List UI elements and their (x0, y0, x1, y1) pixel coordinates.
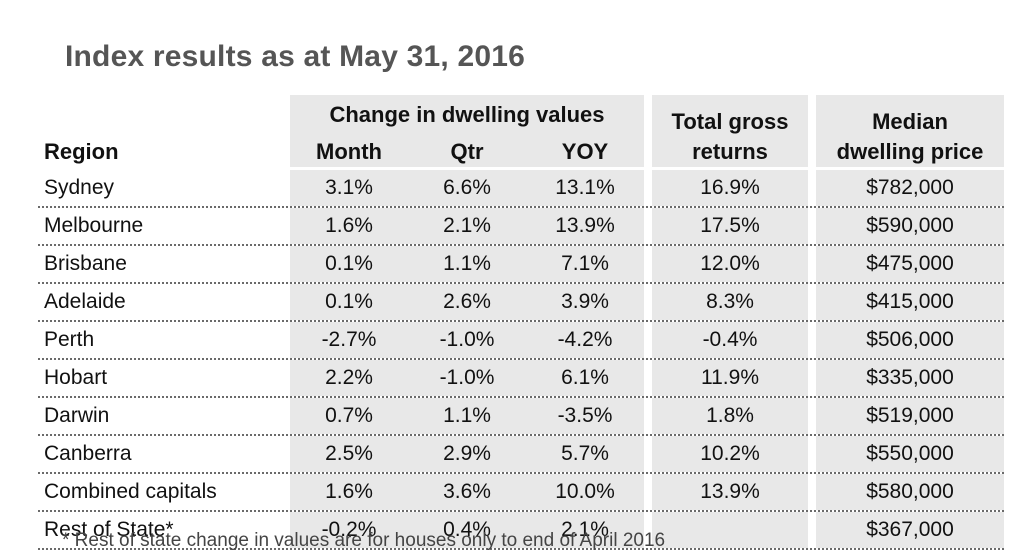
cell-month: 3.1% (290, 170, 408, 206)
header-bg-change (290, 95, 644, 167)
cell-qtr: 0.4% (408, 512, 526, 548)
cell-returns: 17.5% (652, 208, 808, 244)
cell-median: $335,000 (816, 360, 1004, 396)
table-row: Sydney 3.1% 6.6% 13.1% 16.9% $782,000 (38, 170, 1004, 208)
table-row: Combined capitals 1.6% 3.6% 10.0% 13.9% … (38, 474, 1004, 512)
header-bg-returns (652, 95, 808, 167)
cell-yoy: 5.7% (526, 436, 644, 472)
table-row: Hobart 2.2% -1.0% 6.1% 11.9% $335,000 (38, 360, 1004, 398)
header-change-group: Change in dwelling values (329, 102, 605, 127)
cell-yoy: 13.1% (526, 170, 644, 206)
cell-qtr: 3.6% (408, 474, 526, 510)
table-row: Adelaide 0.1% 2.6% 3.9% 8.3% $415,000 (38, 284, 1004, 322)
cell-median: $782,000 (816, 170, 1004, 206)
cell-month: 1.6% (290, 474, 408, 510)
cell-qtr: -1.0% (408, 322, 526, 358)
page-title: Index results as at May 31, 2016 (65, 40, 525, 73)
cell-region: Darwin (44, 404, 110, 427)
cell-month: 1.6% (290, 208, 408, 244)
index-results-table: Sydney 3.1% 6.6% 13.1% 16.9% $782,000 Me… (38, 170, 1004, 550)
header-month: Month (316, 139, 382, 164)
cell-returns: 10.2% (652, 436, 808, 472)
header-region: Region (44, 139, 119, 164)
cell-region: Canberra (44, 442, 132, 465)
cell-yoy: 6.1% (526, 360, 644, 396)
cell-returns: 12.0% (652, 246, 808, 282)
cell-returns: 11.9% (652, 360, 808, 396)
table-row: Rest of State* -0.2% 0.4% 2.1% $367,000 (38, 512, 1004, 550)
table-row: Perth -2.7% -1.0% -4.2% -0.4% $506,000 (38, 322, 1004, 360)
cell-median: $580,000 (816, 474, 1004, 510)
table-row: Melbourne 1.6% 2.1% 13.9% 17.5% $590,000 (38, 208, 1004, 246)
cell-month: -2.7% (290, 322, 408, 358)
cell-qtr: 1.1% (408, 398, 526, 434)
header-median-line1: Median (872, 109, 948, 134)
cell-yoy: 10.0% (526, 474, 644, 510)
cell-month: 2.2% (290, 360, 408, 396)
cell-yoy: -4.2% (526, 322, 644, 358)
table-row: Brisbane 0.1% 1.1% 7.1% 12.0% $475,000 (38, 246, 1004, 284)
footnote: * Rest of state change in values are for… (62, 530, 666, 551)
table-row: Darwin 0.7% 1.1% -3.5% 1.8% $519,000 (38, 398, 1004, 436)
cell-region: Adelaide (44, 290, 126, 313)
cell-median: $415,000 (816, 284, 1004, 320)
cell-yoy: 13.9% (526, 208, 644, 244)
header-total-gross-line1: Total gross (671, 109, 789, 134)
cell-median: $367,000 (816, 512, 1004, 548)
cell-month: 2.5% (290, 436, 408, 472)
cell-month: -0.2% (290, 512, 408, 548)
cell-returns (652, 512, 808, 548)
cell-qtr: 2.9% (408, 436, 526, 472)
cell-region: Melbourne (44, 214, 144, 237)
cell-median: $550,000 (816, 436, 1004, 472)
cell-yoy: 7.1% (526, 246, 644, 282)
cell-region: Perth (44, 328, 95, 351)
cell-median: $519,000 (816, 398, 1004, 434)
cell-month: 0.1% (290, 246, 408, 282)
cell-qtr: 2.6% (408, 284, 526, 320)
header-median-line2: dwelling price (836, 139, 984, 164)
cell-returns: 8.3% (652, 284, 808, 320)
cell-region: Combined capitals (44, 480, 217, 503)
cell-region: Hobart (44, 366, 108, 389)
header-yoy: YOY (561, 139, 609, 164)
cell-yoy: -3.5% (526, 398, 644, 434)
cell-median: $475,000 (816, 246, 1004, 282)
header-total-gross-line2: returns (692, 139, 768, 164)
cell-returns: -0.4% (652, 322, 808, 358)
cell-qtr: 2.1% (408, 208, 526, 244)
cell-returns: 1.8% (652, 398, 808, 434)
header-bg-median (816, 95, 1004, 167)
cell-returns: 16.9% (652, 170, 808, 206)
cell-region: Sydney (44, 176, 115, 199)
cell-month: 0.7% (290, 398, 408, 434)
cell-median: $506,000 (816, 322, 1004, 358)
cell-qtr: 1.1% (408, 246, 526, 282)
cell-returns: 13.9% (652, 474, 808, 510)
header-qtr: Qtr (450, 139, 484, 164)
cell-yoy: 3.9% (526, 284, 644, 320)
cell-month: 0.1% (290, 284, 408, 320)
cell-median: $590,000 (816, 208, 1004, 244)
cell-qtr: -1.0% (408, 360, 526, 396)
cell-region: Rest of State* (44, 518, 174, 541)
table-row: Canberra 2.5% 2.9% 5.7% 10.2% $550,000 (38, 436, 1004, 474)
cell-region: Brisbane (44, 252, 127, 275)
cell-yoy: 2.1% (526, 512, 644, 548)
cell-qtr: 6.6% (408, 170, 526, 206)
